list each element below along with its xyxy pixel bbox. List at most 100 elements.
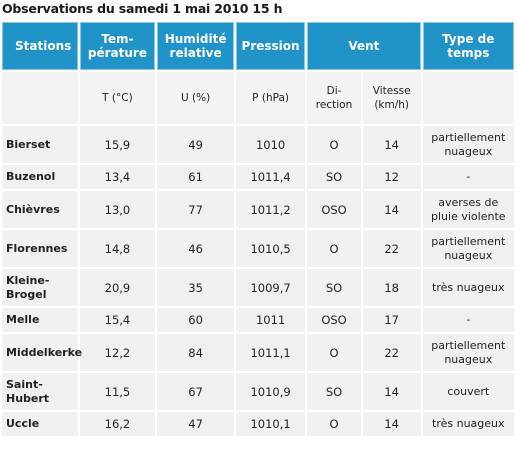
wind-direction-cell: SO — [307, 373, 361, 410]
temperature-cell: 20,9 — [79, 269, 156, 306]
weather-type-cell: couvert — [422, 373, 514, 410]
temperature-cell: 15,4 — [79, 308, 156, 332]
station-name-line: Buzenol — [6, 170, 56, 183]
weather-type-line: nuageux — [444, 248, 493, 262]
temperature-cell: 13,0 — [79, 191, 156, 228]
station-name-cell: Bierset — [2, 126, 78, 163]
station-name-line: Brogel — [6, 287, 47, 301]
humidity-cell: 47 — [157, 412, 234, 436]
header-pressure: Pression — [235, 22, 306, 70]
wind-speed-cell: 22 — [362, 334, 421, 371]
pressure-cell: 1010,9 — [235, 373, 306, 410]
table-row: Bierset 15,9 49 1010 O 14 partiellement nuageux — [2, 126, 514, 163]
wind-direction-cell: SO — [307, 269, 361, 306]
weather-type-cell: partiellement nuageux — [422, 334, 514, 371]
header-stations: Stations — [2, 22, 78, 70]
station-name-line: Kleine- — [6, 273, 50, 287]
station-name-line: Melle — [6, 313, 40, 326]
weather-type-line: partiellement — [431, 234, 506, 248]
weather-type-cell: très nuageux — [422, 412, 514, 436]
station-name-cell: Saint- Hubert — [2, 373, 78, 410]
weather-type-line: très nuageux — [432, 417, 505, 430]
station-name-line: Hubert — [6, 391, 50, 405]
unit-direction-line2: rection — [315, 99, 353, 111]
temperature-cell: 14,8 — [79, 230, 156, 267]
humidity-cell: 60 — [157, 308, 234, 332]
header-temperature-line1: Tem- — [101, 32, 134, 46]
pressure-cell: 1010,5 — [235, 230, 306, 267]
data-rows: Bierset 15,9 49 1010 O 14 partiellement nuageux… — [2, 126, 514, 436]
wind-speed-cell: 12 — [362, 165, 421, 189]
header-weather-line2: temps — [447, 46, 490, 60]
table-row: Kleine- Brogel 20,9 35 1009,7 SO 18 très nuageu… — [2, 269, 514, 306]
pressure-cell: 1011,1 — [235, 334, 306, 371]
wind-speed-cell: 14 — [362, 191, 421, 228]
weather-type-line: très nuageux — [432, 280, 505, 294]
wind-direction-cell: OSO — [307, 191, 361, 228]
unit-wind-direction: Di- rection — [307, 72, 361, 124]
wind-speed-cell: 14 — [362, 412, 421, 436]
pressure-cell: 1011,4 — [235, 165, 306, 189]
unit-humidity: U (%) — [157, 72, 234, 124]
pressure-cell: 1010 — [235, 126, 306, 163]
table-row: Middelkerke 12,2 84 1011,1 O 22 partiellement n… — [2, 334, 514, 371]
unit-station-empty — [2, 72, 78, 124]
weather-type-cell: très nuageux — [422, 269, 514, 306]
wind-direction-cell: O — [307, 412, 361, 436]
wind-speed-cell: 14 — [362, 373, 421, 410]
header-weather-line1: Type de — [442, 32, 495, 46]
weather-type-line: averses de — [438, 195, 499, 209]
temperature-cell: 15,9 — [79, 126, 156, 163]
header-wind: Vent — [307, 22, 421, 70]
pressure-cell: 1011,2 — [235, 191, 306, 228]
wind-direction-cell: O — [307, 126, 361, 163]
header-humidity-line2: relative — [169, 46, 222, 60]
station-name-line: Saint- — [6, 377, 43, 391]
weather-type-cell: - — [422, 308, 514, 332]
wind-speed-cell: 22 — [362, 230, 421, 267]
header-temperature: Tem- pérature — [79, 22, 156, 70]
temperature-cell: 11,5 — [79, 373, 156, 410]
humidity-cell: 77 — [157, 191, 234, 228]
humidity-cell: 46 — [157, 230, 234, 267]
station-name-cell: Middelkerke — [2, 334, 82, 371]
weather-type-line: nuageux — [444, 144, 493, 158]
weather-type-line: - — [466, 170, 471, 183]
station-name-line: Bierset — [6, 137, 51, 151]
unit-weather-empty — [422, 72, 514, 124]
unit-wind-speed: Vitesse (km/h) — [362, 72, 421, 124]
station-name-cell: Kleine- Brogel — [2, 269, 78, 306]
unit-temperature: T (°C) — [79, 72, 156, 124]
unit-pressure: P (hPa) — [235, 72, 306, 124]
weather-type-line: couvert — [447, 384, 490, 398]
wind-direction-cell: OSO — [307, 308, 361, 332]
station-name-cell: Buzenol — [2, 165, 78, 189]
weather-type-cell: - — [422, 165, 514, 189]
header-humidity: Humidité relative — [157, 22, 234, 70]
header-temperature-line2: pérature — [87, 46, 147, 60]
station-name-line: Florennes — [6, 241, 68, 255]
weather-type-cell: partiellement nuageux — [422, 126, 514, 163]
header-humidity-line1: Humidité — [164, 32, 227, 46]
temperature-cell: 12,2 — [79, 334, 156, 371]
humidity-cell: 67 — [157, 373, 234, 410]
temperature-cell: 13,4 — [79, 165, 156, 189]
unit-speed-line1: Vitesse — [372, 85, 411, 97]
table-row: Florennes 14,8 46 1010,5 O 22 partiellement nua… — [2, 230, 514, 267]
table-caption: Observations du samedi 1 mai 2010 15 h — [2, 1, 283, 16]
pressure-cell: 1010,1 — [235, 412, 306, 436]
station-name-line: Uccle — [6, 417, 40, 430]
temperature-cell: 16,2 — [79, 412, 156, 436]
unit-speed-line2: (km/h) — [374, 99, 410, 111]
weather-type-cell: partiellement nuageux — [422, 230, 514, 267]
weather-type-line: pluie violente — [431, 209, 506, 223]
station-name-cell: Melle — [2, 308, 78, 332]
table-row: Saint- Hubert 11,5 67 1010,9 SO 14 couvert — [2, 373, 514, 410]
wind-speed-cell: 17 — [362, 308, 421, 332]
table-row: Buzenol 13,4 61 1011,4 SO 12 - — [2, 165, 514, 189]
unit-direction-line1: Di- — [326, 85, 342, 97]
wind-speed-cell: 14 — [362, 126, 421, 163]
weather-type-line: - — [466, 313, 471, 326]
humidity-cell: 35 — [157, 269, 234, 306]
pressure-cell: 1009,7 — [235, 269, 306, 306]
